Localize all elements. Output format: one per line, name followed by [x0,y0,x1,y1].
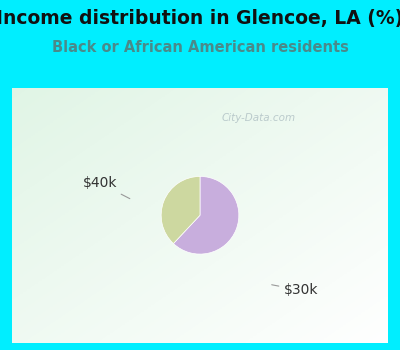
Text: Income distribution in Glencoe, LA (%): Income distribution in Glencoe, LA (%) [0,9,400,28]
Text: City-Data.com: City-Data.com [222,113,296,123]
Wedge shape [161,176,200,244]
Text: $30k: $30k [272,284,319,298]
Text: $40k: $40k [82,176,130,199]
Text: Black or African American residents: Black or African American residents [52,40,348,55]
Wedge shape [174,176,239,254]
